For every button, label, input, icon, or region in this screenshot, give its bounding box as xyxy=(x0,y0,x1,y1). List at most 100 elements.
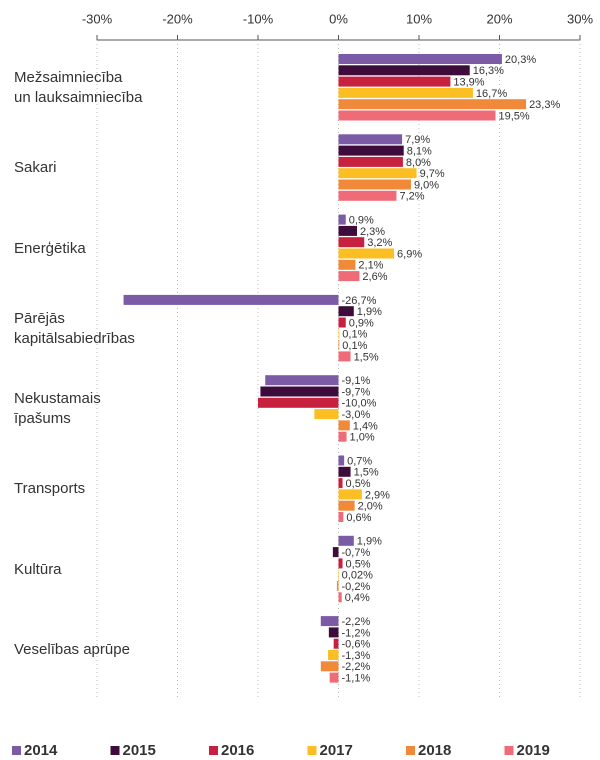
x-tick-label: 20% xyxy=(486,11,512,26)
legend-swatch xyxy=(406,746,415,755)
legend-label: 2014 xyxy=(24,742,58,759)
legend-label: 2016 xyxy=(221,742,254,759)
bar xyxy=(338,179,411,190)
bar xyxy=(338,431,347,442)
bar xyxy=(123,294,339,305)
bar xyxy=(338,65,470,76)
x-tick-label: 30% xyxy=(567,11,593,26)
bar xyxy=(338,134,403,145)
value-label: 2,9% xyxy=(365,489,390,501)
value-label: 9,7% xyxy=(420,168,445,180)
bar xyxy=(338,535,354,546)
value-label: 0,9% xyxy=(349,317,374,329)
value-label: 1,4% xyxy=(353,420,378,432)
x-tick-label: 0% xyxy=(329,11,348,26)
legend-label: 2015 xyxy=(123,742,156,759)
value-label: 0,1% xyxy=(342,329,367,341)
bar xyxy=(338,420,350,431)
bar xyxy=(338,500,355,511)
value-label: -1,3% xyxy=(342,650,371,662)
bar xyxy=(338,306,354,317)
x-tick-label: 10% xyxy=(406,11,432,26)
bar xyxy=(332,547,339,558)
value-label: -0,2% xyxy=(342,581,371,593)
bar xyxy=(320,616,339,627)
bar xyxy=(338,76,451,87)
bar xyxy=(338,340,340,351)
value-label: 0,6% xyxy=(346,512,371,524)
bar xyxy=(338,87,473,98)
value-label: 2,0% xyxy=(358,501,383,513)
legend-swatch xyxy=(110,746,120,755)
x-tick-label: -30% xyxy=(82,11,113,26)
bar xyxy=(338,225,358,236)
value-label: 13,9% xyxy=(453,77,484,89)
value-label: 6,9% xyxy=(397,248,422,260)
value-label: -9,1% xyxy=(342,375,371,387)
legend-label: 2018 xyxy=(418,742,451,759)
value-label: 0,5% xyxy=(346,478,371,490)
value-label: 2,1% xyxy=(358,260,383,272)
category-label: Nekustamais īpašums xyxy=(14,390,101,428)
value-label: 2,6% xyxy=(362,271,387,283)
value-label: -0,7% xyxy=(342,547,371,559)
category-label: Pārējās kapitālsabiedrības xyxy=(14,309,135,347)
value-label: -2,2% xyxy=(342,661,371,673)
bar xyxy=(338,328,340,339)
value-label: -9,7% xyxy=(342,386,371,398)
value-label: 1,9% xyxy=(357,306,382,318)
value-label: 1,9% xyxy=(357,536,382,548)
value-label: 19,5% xyxy=(498,110,529,122)
bar xyxy=(338,168,417,179)
category-label: Mežsaimniecība un lauksaimniecība xyxy=(14,68,143,106)
bar xyxy=(338,99,527,110)
value-label: -3,0% xyxy=(342,409,371,421)
bar xyxy=(338,156,403,167)
value-label: 1,5% xyxy=(354,467,379,479)
bar xyxy=(338,478,343,489)
bar xyxy=(338,110,496,121)
bar xyxy=(338,214,346,225)
value-label: 1,0% xyxy=(350,432,375,444)
x-tick-label: -20% xyxy=(162,11,193,26)
bar xyxy=(338,237,365,248)
bar xyxy=(338,569,339,580)
legend-label: 2019 xyxy=(517,742,550,759)
bar xyxy=(338,592,342,603)
bar xyxy=(338,489,362,500)
legend-swatch xyxy=(12,746,21,755)
value-label: -26,7% xyxy=(342,295,377,307)
value-label: -10,0% xyxy=(342,398,377,410)
value-label: -1,1% xyxy=(342,673,371,685)
bar xyxy=(328,627,339,638)
bar xyxy=(328,650,339,660)
value-label: 3,2% xyxy=(367,237,392,249)
value-label: 7,9% xyxy=(405,134,430,146)
bar xyxy=(260,386,339,397)
category-label: Enerģētika xyxy=(14,239,86,257)
value-label: 0,9% xyxy=(349,215,374,227)
value-label: 0,4% xyxy=(345,592,370,604)
bar xyxy=(320,661,339,672)
value-label: 0,5% xyxy=(346,558,371,570)
value-label: 20,3% xyxy=(505,54,536,66)
value-label: 8,1% xyxy=(407,146,432,158)
bar xyxy=(338,558,343,569)
value-label: 0,7% xyxy=(347,455,372,467)
bar xyxy=(329,672,339,683)
value-label: 16,7% xyxy=(476,88,507,100)
bar xyxy=(338,512,344,522)
value-label: 8,0% xyxy=(406,157,431,169)
bar xyxy=(314,409,339,420)
value-label: 7,2% xyxy=(399,191,424,203)
bar xyxy=(333,638,339,649)
bar xyxy=(258,397,339,408)
bar xyxy=(265,375,339,386)
bar xyxy=(338,455,345,466)
bar xyxy=(338,54,502,64)
bar xyxy=(338,351,351,362)
category-label: Veselības aprūpe xyxy=(14,641,130,658)
category-label: Transports xyxy=(14,480,86,498)
